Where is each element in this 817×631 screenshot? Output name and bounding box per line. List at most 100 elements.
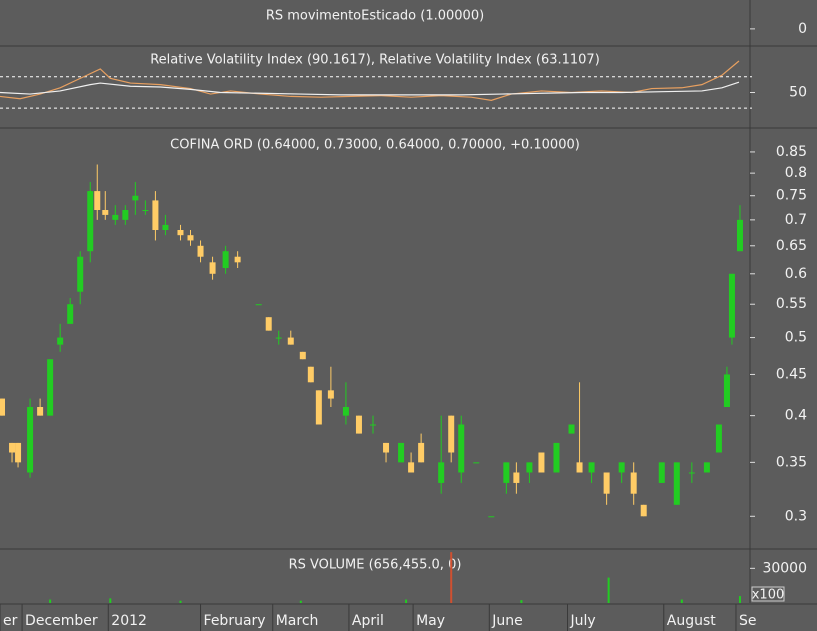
- candle-body: [473, 462, 480, 464]
- candle-body: [315, 390, 322, 425]
- y-tick-label: 50: [789, 84, 807, 100]
- volume-bar: [179, 600, 182, 603]
- x-tick-label: March: [276, 613, 319, 629]
- panel-title: RS movimentoEsticado (1.00000): [266, 9, 484, 24]
- x-tick-label: April: [352, 613, 384, 629]
- candle-body: [618, 462, 625, 473]
- candle-body: [369, 424, 376, 426]
- candle-body: [132, 195, 139, 201]
- x-tick-label: June: [491, 613, 523, 629]
- x-tick-label: August: [667, 613, 717, 629]
- candle-body: [688, 472, 695, 474]
- line-series: [0, 81, 740, 96]
- candle-body: [307, 366, 314, 383]
- candle-body: [275, 337, 282, 339]
- candle-body: [418, 442, 425, 463]
- candle-body: [503, 462, 510, 483]
- candle-body: [0, 398, 6, 416]
- volume-bar: [738, 596, 741, 603]
- candle-body: [603, 472, 610, 494]
- unit-box: [751, 586, 785, 602]
- candle-body: [588, 462, 595, 473]
- candle-body: [234, 256, 241, 263]
- candle-body: [383, 442, 390, 453]
- candle-body: [640, 504, 647, 517]
- y-tick-label: 30000: [762, 560, 807, 576]
- x-tick-label: July: [570, 613, 596, 629]
- candle-body: [9, 442, 16, 453]
- candle-body: [526, 462, 533, 473]
- candle-body: [177, 230, 184, 236]
- candle-body: [513, 472, 520, 483]
- volume-bar: [680, 599, 683, 603]
- candle-body: [630, 472, 637, 494]
- y-tick-label: 0: [798, 21, 807, 37]
- candle-body: [488, 516, 495, 518]
- volume-bar: [49, 599, 52, 603]
- candle-body: [94, 191, 101, 211]
- y-tick-label: 0.75: [776, 188, 807, 204]
- candle-body: [152, 200, 159, 231]
- candle-body: [355, 415, 362, 434]
- candle-body: [576, 462, 583, 473]
- candle-body: [209, 262, 216, 274]
- y-tick-label: 0.35: [776, 454, 807, 470]
- candle-body: [102, 210, 109, 215]
- candle-body: [57, 337, 64, 345]
- candle-body: [728, 273, 735, 338]
- volume-bar: [109, 598, 112, 603]
- volume-bar: [299, 600, 302, 603]
- candle-body: [255, 304, 262, 306]
- candle-body: [27, 407, 34, 473]
- candle-body: [703, 462, 710, 473]
- volume-bar: [405, 599, 408, 603]
- candle-body: [222, 251, 229, 269]
- candle-body: [408, 462, 415, 473]
- panel-title: RS VOLUME (656,455.0, 0): [289, 558, 462, 573]
- candle-body: [87, 191, 94, 252]
- candle-body: [197, 245, 204, 257]
- y-tick-label: 0.45: [776, 366, 807, 382]
- candle-body: [142, 210, 149, 212]
- y-tick-label: 0.65: [776, 238, 807, 254]
- candle-body: [299, 351, 306, 360]
- candle-body: [438, 462, 445, 483]
- candle-body: [673, 462, 680, 505]
- candle-body: [162, 224, 169, 231]
- y-tick-label: 0.55: [776, 296, 807, 312]
- y-tick-label: 0.8: [785, 165, 807, 181]
- y-tick-label: 0.5: [785, 330, 807, 346]
- unit-label: x100: [752, 588, 785, 603]
- x-tick-label: er: [3, 613, 18, 629]
- candle-body: [67, 304, 74, 324]
- candle-body: [265, 317, 272, 331]
- volume-bar: [450, 552, 453, 603]
- x-tick-label: 2012: [111, 613, 147, 629]
- candle-body: [553, 442, 560, 473]
- candle-body: [327, 390, 334, 399]
- x-tick-label: May: [416, 613, 445, 629]
- panel-title: Relative Volatility Index (90.1617), Rel…: [150, 53, 600, 68]
- candle-body: [538, 452, 545, 473]
- y-tick-label: 0.4: [785, 408, 807, 424]
- candle-body: [287, 337, 294, 345]
- candle-body: [77, 256, 84, 292]
- candle-body: [736, 219, 743, 252]
- candle-body: [448, 415, 455, 453]
- y-tick-label: 0.7: [785, 212, 807, 228]
- candle-body: [112, 214, 119, 220]
- volume-bar: [607, 577, 610, 603]
- y-tick-label: 0.6: [785, 266, 807, 282]
- candle-body: [658, 462, 665, 483]
- candle-body: [37, 407, 44, 416]
- y-tick-label: 0.85: [776, 144, 807, 160]
- candle-body: [122, 210, 129, 220]
- x-tick-label: December: [25, 613, 98, 629]
- x-tick-label: Se: [739, 613, 757, 629]
- candle-body: [398, 442, 405, 463]
- volume-bar: [520, 600, 523, 603]
- candle-body: [715, 424, 722, 453]
